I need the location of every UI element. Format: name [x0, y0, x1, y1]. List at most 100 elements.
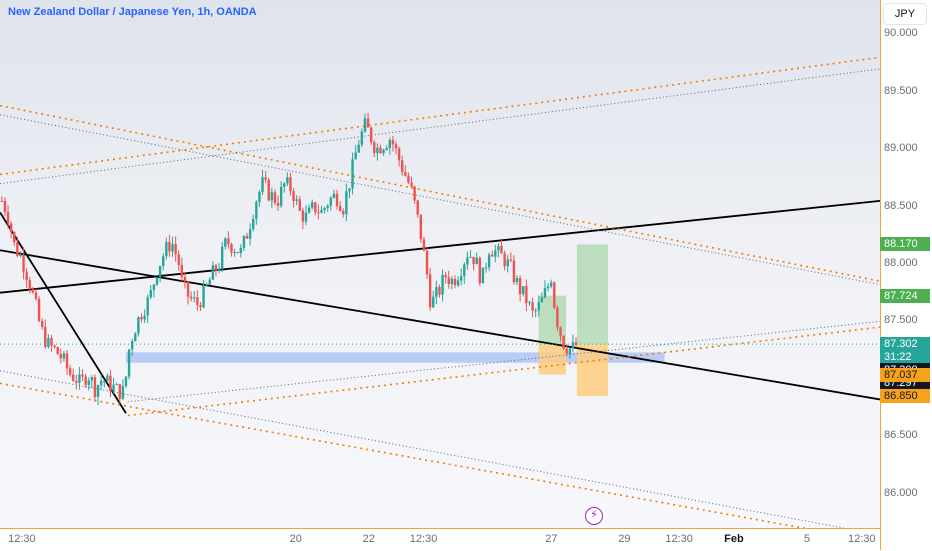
- candle-body: [267, 179, 270, 201]
- candle-body: [357, 144, 360, 153]
- grey-dotted-trendline: [0, 114, 880, 286]
- candle-body: [68, 368, 72, 375]
- time-tick-label: 12:30: [409, 533, 438, 545]
- candle-body: [146, 297, 149, 316]
- time-tick-label: 29: [618, 533, 631, 545]
- candle-body: [171, 243, 174, 252]
- candle-body: [540, 297, 544, 303]
- candle-body: [438, 287, 441, 295]
- candle-body: [158, 266, 162, 278]
- candle-body: [140, 317, 143, 320]
- candle-body: [245, 235, 249, 239]
- zones-layer: [125, 244, 665, 396]
- candle-body: [47, 338, 50, 347]
- time-tick-label: 12:30: [847, 533, 876, 545]
- candle-body: [385, 148, 388, 150]
- candle-body: [162, 256, 165, 267]
- candle-body: [112, 384, 115, 392]
- candle-body: [525, 286, 528, 304]
- candle-body: [432, 296, 435, 308]
- last-price-tag: 87.302: [880, 337, 930, 352]
- candle-body: [326, 205, 329, 208]
- candle-body: [93, 377, 97, 398]
- candle-body: [34, 292, 38, 299]
- currency-button[interactable]: JPY: [883, 3, 927, 25]
- trendlines-layer: [0, 56, 880, 528]
- price-tick-label: 90.000: [884, 27, 918, 40]
- candle-body: [332, 193, 336, 198]
- candle-body: [537, 302, 540, 311]
- candle-body: [571, 342, 575, 349]
- candle-body: [0, 200, 4, 202]
- candle-body: [193, 297, 196, 299]
- candle-body: [295, 199, 298, 201]
- candle-body: [310, 202, 314, 208]
- candle-body: [248, 229, 252, 239]
- orange-dotted-trendline: [0, 104, 880, 283]
- chart-plot-area[interactable]: New Zealand Dollar / Japanese Yen, 1h, O…: [0, 0, 880, 528]
- candle-body: [25, 271, 28, 281]
- candle-body: [391, 140, 395, 145]
- candle-body: [491, 254, 494, 257]
- candle-body: [233, 252, 236, 254]
- candle-body: [189, 296, 193, 299]
- candle-body: [466, 257, 469, 265]
- candle-body: [152, 284, 156, 291]
- candle-body: [369, 127, 373, 143]
- grey-dotted-trendline: [127, 320, 880, 403]
- candle-body: [335, 193, 339, 207]
- candle-body: [276, 202, 280, 206]
- candle-body: [137, 317, 140, 334]
- candle-body: [500, 245, 503, 254]
- candle-body: [227, 238, 230, 245]
- candle-body: [109, 375, 112, 392]
- candle-body: [224, 238, 227, 247]
- candle-body: [220, 246, 224, 269]
- lightning-event-icon[interactable]: ⚡: [585, 507, 603, 525]
- candle-body: [130, 341, 134, 350]
- candle-body: [255, 201, 258, 219]
- candle-body: [366, 118, 370, 128]
- chart-title: New Zealand Dollar / Japanese Yen, 1h, O…: [8, 6, 257, 18]
- candle-body: [509, 259, 513, 261]
- candle-body: [568, 348, 572, 354]
- time-axis[interactable]: [0, 528, 880, 551]
- candle-body: [230, 244, 233, 253]
- candle-body: [96, 385, 100, 398]
- time-tick-label: 5: [803, 533, 811, 545]
- candle-body: [553, 282, 556, 308]
- time-tick-label: 12:30: [8, 533, 36, 545]
- candle-body: [329, 197, 333, 206]
- candle-body: [155, 277, 159, 285]
- candle-body: [494, 250, 497, 257]
- candle-body: [180, 264, 184, 278]
- price-tick-label: 86.500: [884, 429, 918, 442]
- chart-canvas[interactable]: [0, 0, 880, 528]
- candle-body: [307, 207, 311, 213]
- candle-body: [183, 277, 187, 282]
- candle-body: [202, 285, 205, 308]
- candle-body: [81, 374, 84, 377]
- candle-body: [103, 380, 106, 382]
- orange-dotted-trendline: [0, 56, 880, 176]
- candle-body: [351, 159, 354, 189]
- candle-body: [3, 201, 7, 213]
- profit-zone: [576, 244, 608, 345]
- candle-body: [407, 175, 410, 183]
- candle-body: [394, 144, 398, 149]
- grey-dotted-trendline: [0, 370, 844, 528]
- price-axis[interactable]: [880, 0, 932, 550]
- candle-body: [478, 257, 482, 284]
- candle-body: [373, 142, 376, 154]
- take-profit-tag: 88.170: [880, 237, 930, 252]
- candle-body: [435, 287, 438, 297]
- solid-trendline: [0, 199, 880, 294]
- solid-trendline: [0, 211, 127, 414]
- candle-body: [6, 212, 10, 224]
- candle-body: [416, 200, 419, 215]
- candle-body: [301, 210, 305, 222]
- candle-body: [115, 384, 118, 386]
- candle-body: [211, 265, 215, 280]
- candle-body: [515, 278, 519, 283]
- price-tick-label: 89.500: [884, 84, 918, 97]
